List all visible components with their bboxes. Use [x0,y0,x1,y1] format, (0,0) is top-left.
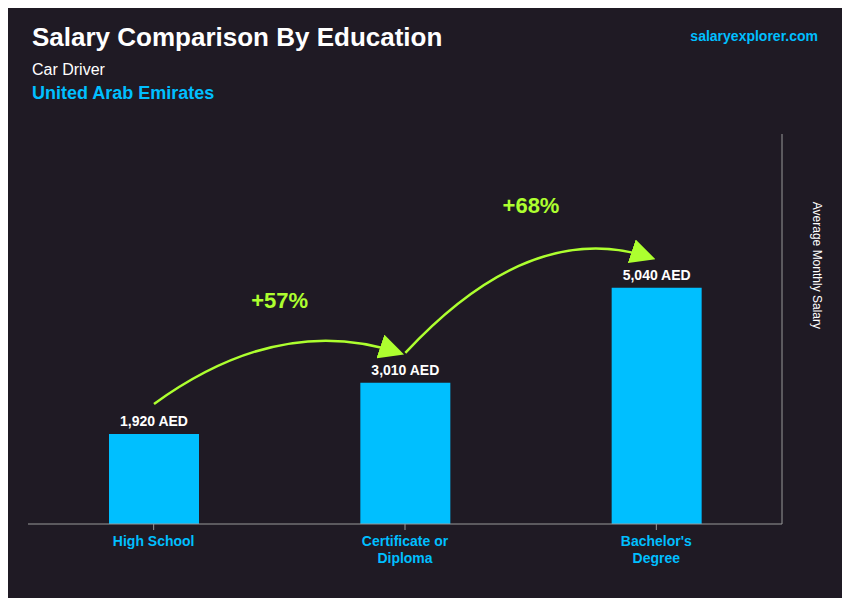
svg-text:5,040 AED: 5,040 AED [623,267,691,283]
html-text:salaryexplorer.com: salaryexplorer.com [690,28,818,44]
html-text:Car Driver: Car Driver [32,61,105,78]
svg-text:+57%: +57% [251,288,308,313]
svg-text:1,920 AED: 1,920 AED [120,413,188,429]
svg-text:Certificate orDiploma: Certificate orDiploma [362,533,449,566]
svg-text:Average Monthly Salary: Average Monthly Salary [810,202,824,329]
svg-text:High School: High School [113,533,195,549]
html-text:Salary Comparison By Education: Salary Comparison By Education [32,22,443,52]
svg-text:3,010 AED: 3,010 AED [371,362,439,378]
svg-text:Bachelor'sDegree: Bachelor'sDegree [621,533,692,566]
svg-text:+68%: +68% [503,193,560,218]
html-text:United Arab Emirates: United Arab Emirates [32,83,215,103]
